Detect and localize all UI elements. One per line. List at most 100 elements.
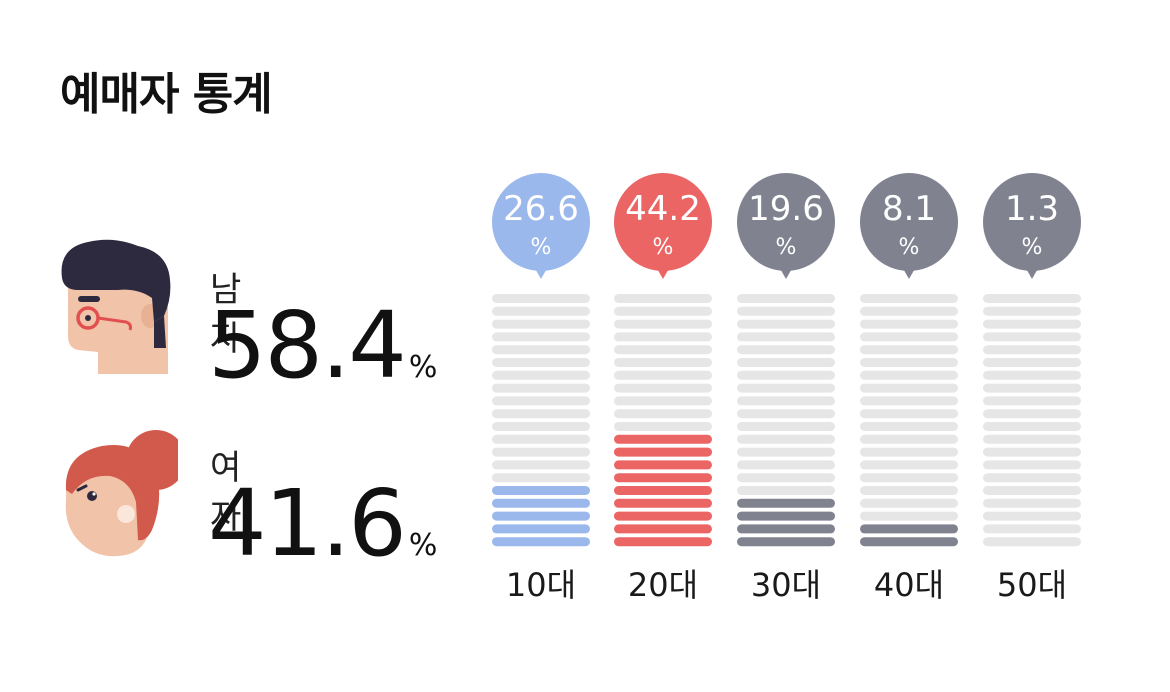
bar-segment-empty xyxy=(737,306,835,316)
bar-segment-empty xyxy=(860,447,958,457)
value-bubble xyxy=(983,173,1081,271)
bar-segment-filled xyxy=(614,524,712,534)
female-percent-unit: % xyxy=(408,528,438,563)
bar-segment-filled xyxy=(492,498,590,508)
bar-segment-empty xyxy=(860,319,958,329)
category-label: 30대 xyxy=(751,566,821,604)
category-label: 50대 xyxy=(997,566,1067,604)
bar-segment-empty xyxy=(860,434,958,444)
bar-segment-filled xyxy=(614,447,712,457)
bar-segment-empty xyxy=(737,370,835,380)
bar-segment-empty xyxy=(737,345,835,355)
female-label: 여자 xyxy=(210,448,242,537)
bar-column-1: 26.6% 10대 xyxy=(492,173,590,604)
bar-segment-empty xyxy=(737,319,835,329)
category-label: 10대 xyxy=(506,566,576,604)
bar-segment-empty xyxy=(860,460,958,470)
bar-segment-empty xyxy=(860,486,958,495)
bar-segment-filled xyxy=(614,434,712,444)
bar-segment-empty xyxy=(860,511,958,521)
value-bubble xyxy=(737,173,835,271)
bar-segment-empty xyxy=(983,409,1081,419)
bar-segment-empty xyxy=(860,383,958,393)
bar-column-2: 44.2% 20대 xyxy=(614,173,712,604)
bar-segment-empty xyxy=(737,396,835,406)
bar-segment-filled xyxy=(492,511,590,521)
bar-segment-empty xyxy=(492,434,590,444)
bar-segment-empty xyxy=(737,460,835,470)
bar-segment-empty xyxy=(860,306,958,316)
bar-segment-filled xyxy=(737,498,835,508)
bar-segment-empty xyxy=(860,409,958,419)
bar-segment-empty xyxy=(983,498,1081,508)
data-label-unit: % xyxy=(776,235,797,260)
bar-segment-empty xyxy=(983,447,1081,457)
bar-segment-empty xyxy=(983,486,1081,495)
bar-column-3: 19.6% 30대 xyxy=(737,173,835,604)
bar-segment-empty xyxy=(860,294,958,303)
bar-segment-empty xyxy=(614,294,712,303)
value-bubble xyxy=(614,173,712,271)
bar-segment-filled xyxy=(737,537,835,547)
category-label: 40대 xyxy=(874,566,944,604)
bar-segment-empty xyxy=(737,383,835,393)
bar-segment-filled xyxy=(860,537,958,547)
bar-segment-empty xyxy=(983,306,1081,316)
bar-segment-empty xyxy=(983,345,1081,355)
data-label: 1.3 xyxy=(1005,189,1059,229)
bar-segment-empty xyxy=(492,409,590,419)
bar-segment-empty xyxy=(614,370,712,380)
bar-segment-empty xyxy=(983,524,1081,534)
male-face-icon xyxy=(61,239,171,374)
data-label-unit: % xyxy=(899,235,920,260)
bar-segment-empty xyxy=(983,460,1081,470)
bar-segment-empty xyxy=(860,396,958,406)
bar-segment-empty xyxy=(614,345,712,355)
bar-segment-empty xyxy=(737,332,835,342)
bar-segment-empty xyxy=(737,434,835,444)
bar-segment-empty xyxy=(492,383,590,393)
bar-segment-filled xyxy=(737,524,835,534)
bar-segment-empty xyxy=(492,370,590,380)
data-label: 44.2 xyxy=(625,189,701,229)
bar-segment-empty xyxy=(983,422,1081,431)
data-label: 26.6 xyxy=(503,189,579,229)
bar-segment-empty xyxy=(860,345,958,355)
bar-segment-empty xyxy=(492,358,590,367)
bar-segment-empty xyxy=(614,358,712,367)
bar-segment-empty xyxy=(614,332,712,342)
bar-segment-empty xyxy=(492,396,590,406)
value-bubble xyxy=(492,173,590,271)
bar-segment-empty xyxy=(860,358,958,367)
bar-segment-empty xyxy=(983,396,1081,406)
data-label: 19.6 xyxy=(748,189,824,229)
bar-segment-empty xyxy=(983,434,1081,444)
page-title: 예매자 통계 xyxy=(60,69,273,120)
male-label: 남자 xyxy=(210,270,242,359)
bar-segment-empty xyxy=(983,319,1081,329)
bar-segment-empty xyxy=(983,370,1081,380)
bar-segment-filled xyxy=(614,498,712,508)
female-percent: 41.6 xyxy=(208,470,407,577)
bar-segment-empty xyxy=(983,294,1081,303)
bar-segment-empty xyxy=(737,473,835,483)
bar-segment-filled xyxy=(614,511,712,521)
bar-segment-empty xyxy=(983,358,1081,367)
bar-segment-empty xyxy=(860,473,958,483)
bar-segment-empty xyxy=(860,498,958,508)
bar-segment-filled xyxy=(614,473,712,483)
bar-segment-empty xyxy=(737,409,835,419)
bar-segment-empty xyxy=(983,511,1081,521)
bar-segment-filled xyxy=(492,537,590,547)
bar-segment-empty xyxy=(492,473,590,483)
bar-segment-empty xyxy=(737,422,835,431)
bar-segment-empty xyxy=(737,358,835,367)
bar-segment-empty xyxy=(983,332,1081,342)
bar-segment-empty xyxy=(492,319,590,329)
bar-segment-empty xyxy=(492,422,590,431)
bar-segment-empty xyxy=(492,447,590,457)
bar-segment-empty xyxy=(492,345,590,355)
bar-segment-filled xyxy=(492,486,590,495)
bar-segment-filled xyxy=(492,524,590,534)
